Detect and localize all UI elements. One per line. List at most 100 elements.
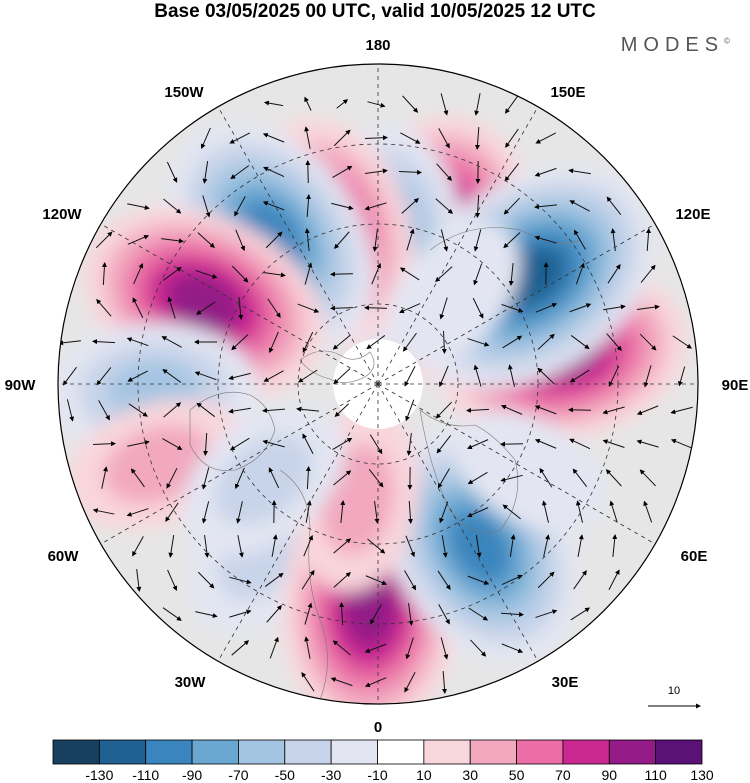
graticule bbox=[58, 64, 698, 704]
wind-vector bbox=[304, 262, 313, 285]
wind-vector bbox=[405, 535, 415, 558]
wind-vector bbox=[607, 263, 621, 284]
wind-vector bbox=[636, 439, 659, 448]
wind-vector bbox=[405, 637, 414, 660]
wind-vector bbox=[367, 538, 386, 554]
wind-vector bbox=[333, 129, 351, 147]
wind-vector bbox=[166, 467, 178, 489]
coastlines bbox=[189, 227, 581, 701]
anomaly-contour bbox=[166, 273, 242, 333]
wind-vector bbox=[229, 132, 250, 144]
wind-vector bbox=[230, 165, 250, 180]
wind-vector bbox=[231, 640, 250, 656]
wind-vector bbox=[541, 500, 549, 523]
wind-vector bbox=[126, 508, 149, 517]
wind-vector bbox=[265, 231, 283, 249]
wind-vector bbox=[436, 163, 452, 181]
wind-vector bbox=[194, 371, 217, 381]
wind-vector bbox=[535, 609, 558, 618]
wind-vector bbox=[305, 160, 311, 184]
wind-vector bbox=[500, 474, 523, 483]
wind-vector bbox=[639, 469, 656, 487]
wind-vector bbox=[466, 439, 489, 450]
colorbar-swatch bbox=[655, 739, 703, 765]
wind-vector bbox=[96, 367, 112, 386]
wind-vector bbox=[575, 500, 583, 523]
wind-vector bbox=[263, 370, 284, 382]
wind-vector bbox=[609, 500, 618, 523]
wind-vector bbox=[133, 263, 144, 285]
wind-vector bbox=[406, 228, 415, 251]
colorbar-tick-label: -50 bbox=[275, 767, 295, 783]
map-title: Base 03/05/2025 00 UTC, valid 10/05/2025… bbox=[154, 1, 596, 22]
wind-vector bbox=[163, 198, 182, 214]
longitude-label: 60W bbox=[48, 548, 80, 565]
wind-vector bbox=[236, 501, 243, 524]
colorbar-tick-label: 70 bbox=[555, 767, 571, 783]
wind-vector bbox=[467, 575, 490, 585]
wind-vector bbox=[608, 365, 620, 387]
wind-vector bbox=[268, 331, 279, 354]
wind-vector bbox=[441, 330, 447, 354]
colorbar-swatch bbox=[98, 739, 147, 765]
wind-vector bbox=[95, 231, 113, 249]
wind-vector bbox=[238, 297, 244, 320]
wind-vector bbox=[474, 93, 481, 116]
wind-vector bbox=[401, 198, 419, 214]
wind-vector bbox=[127, 440, 150, 447]
meridian-line bbox=[377, 97, 544, 385]
vector-reference-value: 10 bbox=[668, 685, 680, 697]
colorbar-tick-label: 10 bbox=[416, 767, 432, 783]
anomaly-contour bbox=[448, 510, 511, 584]
colorbar-tick-label: -130 bbox=[85, 767, 113, 783]
colorbar-swatch bbox=[330, 739, 378, 765]
wind-vector bbox=[605, 469, 622, 487]
map-disc bbox=[58, 64, 698, 704]
wind-vector bbox=[269, 636, 279, 659]
colorbar-swatch bbox=[516, 739, 564, 765]
wind-vector bbox=[569, 369, 590, 383]
brand-mark: © bbox=[724, 36, 730, 46]
wind-vector bbox=[437, 468, 450, 489]
wind-vector bbox=[406, 433, 412, 456]
wind-vector bbox=[405, 399, 415, 422]
wind-vector bbox=[92, 508, 115, 515]
wind-vector bbox=[167, 296, 176, 319]
wind-vector bbox=[267, 298, 281, 318]
wind-vector bbox=[603, 304, 626, 311]
colorbar-tick-label: 130 bbox=[690, 767, 714, 783]
wind-vector bbox=[537, 367, 555, 384]
wind-vector bbox=[202, 161, 209, 184]
colorbar-tick-label: -10 bbox=[367, 767, 387, 783]
wind-vector bbox=[330, 271, 354, 277]
anomaly-field bbox=[58, 115, 687, 704]
wind-vector bbox=[62, 366, 77, 386]
wind-vector bbox=[466, 507, 489, 518]
wind-vector bbox=[262, 408, 286, 414]
wind-vector bbox=[399, 267, 420, 281]
wind-vector bbox=[264, 572, 284, 587]
meridian-line bbox=[377, 383, 665, 550]
wind-vector bbox=[98, 400, 110, 421]
longitude-label: 30W bbox=[175, 674, 207, 691]
wind-vector bbox=[301, 671, 315, 692]
wind-vector bbox=[201, 467, 210, 490]
colorbar-tick-label: -70 bbox=[228, 767, 248, 783]
longitude-label: 120W bbox=[42, 206, 82, 223]
wind-vector bbox=[234, 196, 246, 217]
wind-vector bbox=[504, 162, 520, 182]
colorbar-tick-label: 50 bbox=[509, 767, 525, 783]
wind-vector bbox=[505, 128, 519, 148]
wind-vector bbox=[473, 364, 482, 387]
wind-vector bbox=[473, 229, 482, 252]
wind-vector bbox=[539, 467, 553, 488]
wind-vector bbox=[333, 470, 352, 486]
wind-vector bbox=[543, 534, 550, 557]
wind-vector bbox=[534, 167, 557, 177]
wind-vector bbox=[402, 95, 419, 113]
wind-vector bbox=[364, 677, 387, 688]
wind-vector bbox=[602, 439, 625, 448]
wind-vector bbox=[268, 467, 280, 489]
meridian-line bbox=[91, 218, 379, 385]
